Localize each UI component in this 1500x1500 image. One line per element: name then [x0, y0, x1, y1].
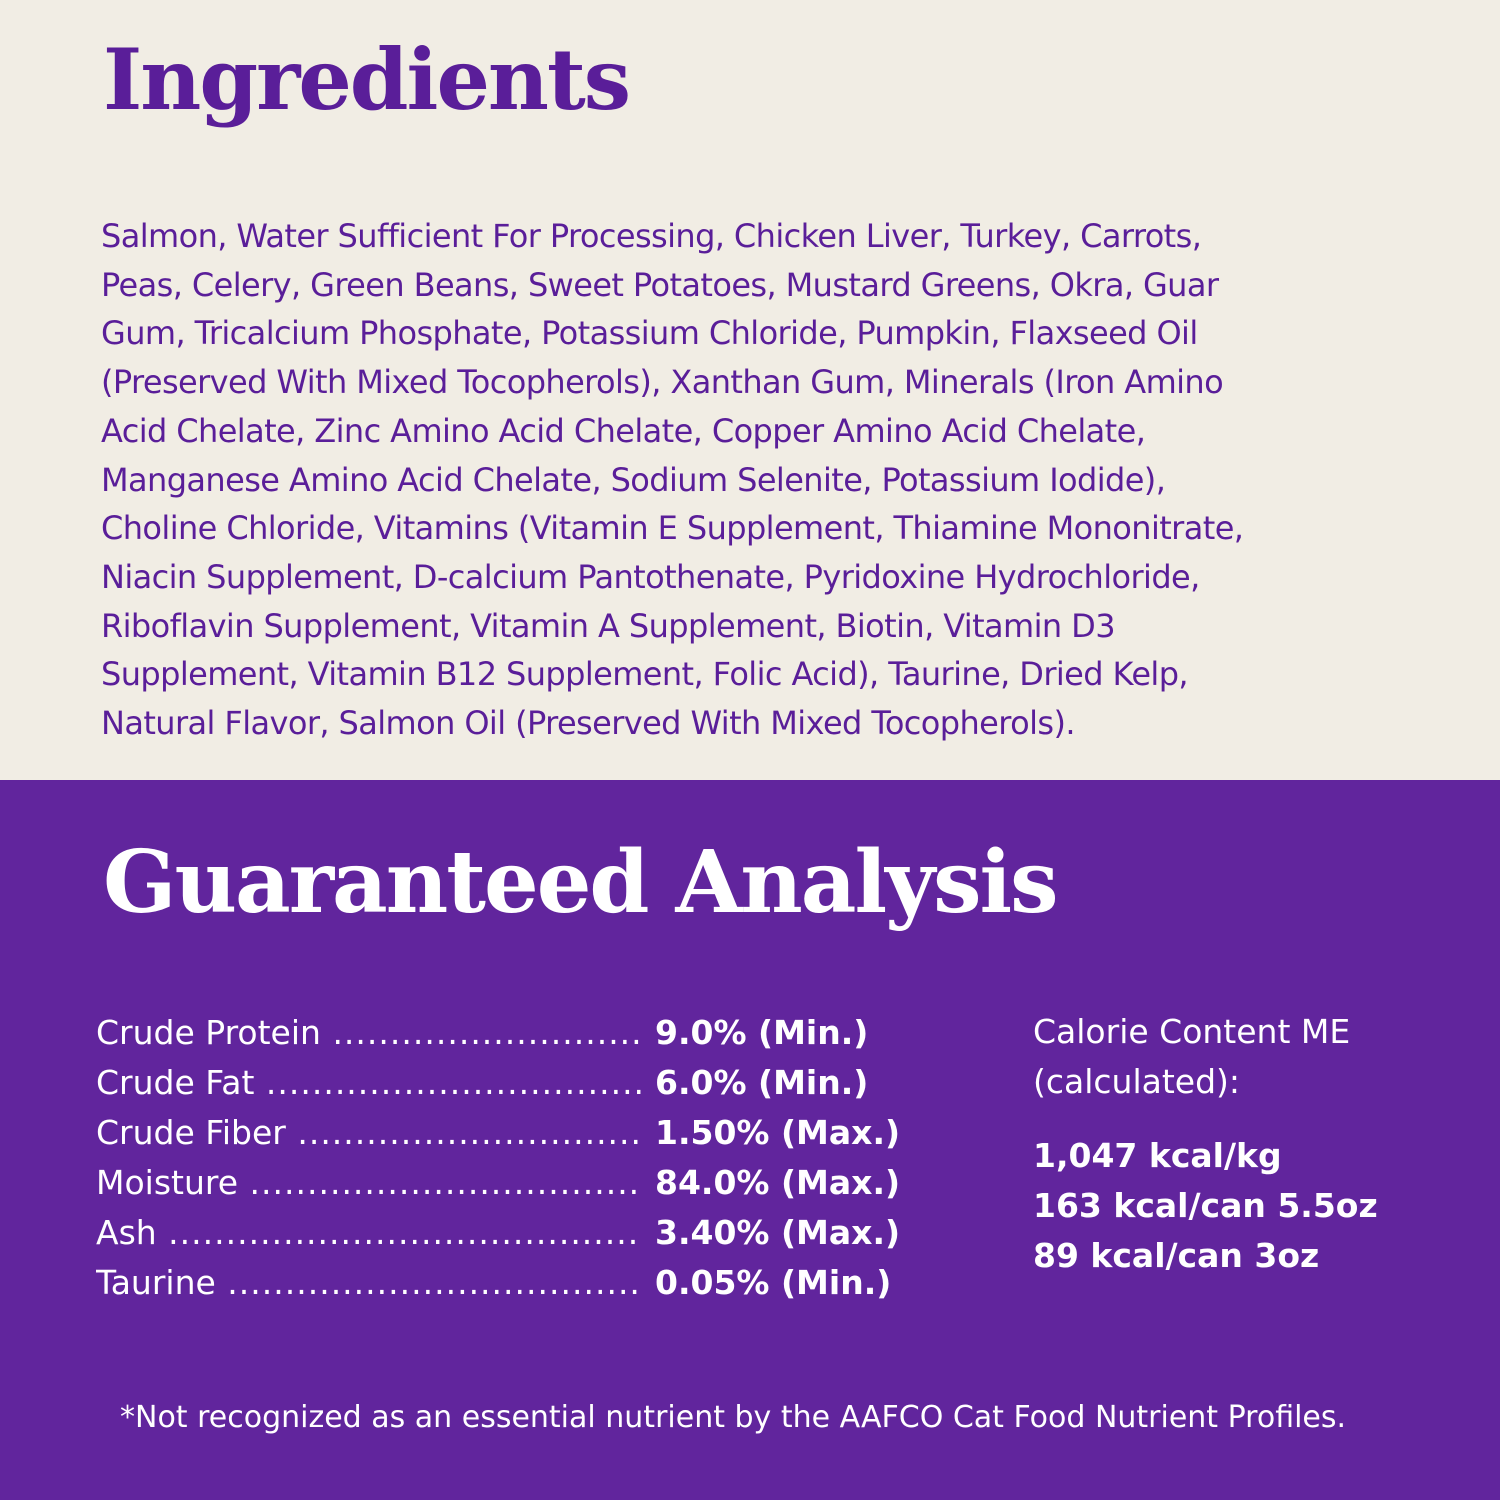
- nutrient-label: Crude Fiber: [96, 1113, 641, 1152]
- nutrient-value: 0.05% (Min.): [655, 1262, 892, 1302]
- calorie-value: 163 kcal/can 5.5oz: [1033, 1186, 1378, 1225]
- nutrient-value: 84.0% (Max.): [655, 1162, 901, 1202]
- analysis-table: Crude Protein 9.0% (Min.) Crude Fat 6.0% (…: [96, 1007, 900, 1307]
- analysis-row: Taurine 0.05% (Min.): [96, 1257, 900, 1307]
- nutrient-label: Ash: [96, 1213, 641, 1252]
- nutrient-value: 6.0% (Min.): [655, 1062, 869, 1102]
- ingredients-title: Ingredients: [103, 30, 631, 129]
- calorie-heading: Calorie Content ME: [1033, 1012, 1351, 1051]
- ingredients-line: Acid Chelate, Zinc Amino Acid Chelate, C…: [101, 411, 1146, 450]
- calorie-value: 89 kcal/can 3oz: [1033, 1236, 1320, 1275]
- ingredients-line: Salmon, Water Sufficient For Processing,…: [101, 217, 1202, 255]
- nutrient-value: 1.50% (Max.): [655, 1112, 901, 1152]
- ingredients-line: Supplement, Vitamin B12 Supplement, Foli…: [101, 655, 1189, 694]
- nutrient-value: 3.40% (Max.): [655, 1212, 901, 1252]
- calorie-value: 1,047 kcal/kg: [1033, 1136, 1282, 1175]
- analysis-row: Crude Fat 6.0% (Min.): [96, 1057, 900, 1107]
- analysis-row: Crude Protein 9.0% (Min.): [96, 1007, 900, 1057]
- ingredients-list: Salmon, Water Sufficient For Processing,…: [101, 212, 1244, 748]
- calorie-content: Calorie Content ME (calculated): 1,047 k…: [1033, 1007, 1378, 1281]
- ingredients-line: Natural Flavor, Salmon Oil (Preserved Wi…: [101, 704, 1076, 743]
- analysis-row: Ash 3.40% (Max.): [96, 1207, 900, 1257]
- analysis-row: Crude Fiber 1.50% (Max.): [96, 1107, 900, 1157]
- ingredients-line: Riboflavin Supplement, Vitamin A Supplem…: [101, 606, 1116, 645]
- ingredients-section: Ingredients Salmon, Water Sufficient For…: [0, 0, 1500, 780]
- ingredients-line: (Preserved With Mixed Tocopherols), Xant…: [101, 363, 1224, 402]
- nutrient-label: Crude Fat: [96, 1063, 641, 1102]
- calorie-subheading: (calculated):: [1033, 1062, 1241, 1101]
- ingredients-line: Choline Chloride, Vitamins (Vitamin E Su…: [101, 509, 1244, 548]
- nutrient-label: Taurine: [96, 1263, 641, 1302]
- ingredients-line: Gum, Tricalcium Phosphate, Potassium Chl…: [101, 314, 1198, 353]
- nutrient-label: Moisture: [96, 1163, 641, 1202]
- footnote: *Not recognized as an essential nutrient…: [120, 1400, 1347, 1435]
- ingredients-line: Niacin Supplement, D-calcium Pantothenat…: [101, 557, 1200, 596]
- analysis-row: Moisture 84.0% (Max.): [96, 1157, 900, 1207]
- analysis-title: Guaranteed Analysis: [103, 832, 1059, 933]
- nutrient-label: Crude Protein: [96, 1013, 641, 1052]
- ingredients-line: Peas, Celery, Green Beans, Sweet Potatoe…: [101, 265, 1219, 304]
- nutrient-value: 9.0% (Min.): [655, 1012, 869, 1052]
- ingredients-line: Manganese Amino Acid Chelate, Sodium Sel…: [101, 460, 1166, 499]
